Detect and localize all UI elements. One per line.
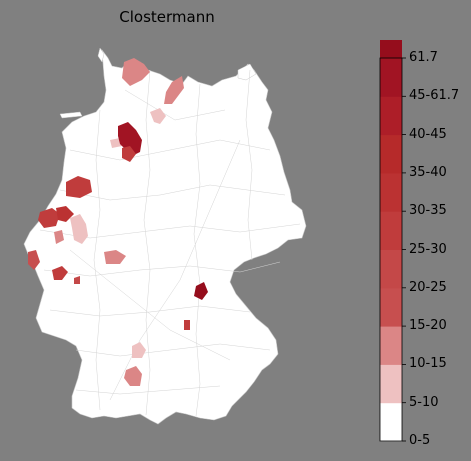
district-south-1 <box>132 342 146 358</box>
island-north <box>97 47 105 63</box>
district-central <box>104 250 126 264</box>
colorbar-tick-label: 15-20 <box>409 318 447 334</box>
colorbar-bin-40-45 <box>380 96 402 136</box>
district-west-2 <box>38 208 60 228</box>
colorbar-ticks <box>402 57 406 442</box>
colorbar-bin-30-35 <box>380 172 402 212</box>
colorbar-bin-35-40 <box>380 134 402 174</box>
district-small-north <box>110 138 122 148</box>
colorbar-tick-label: 10-15 <box>409 356 447 372</box>
colorbar <box>379 40 406 442</box>
shaded-districts <box>28 58 208 386</box>
island-frisian <box>59 111 83 119</box>
district-west-4 <box>70 214 88 244</box>
colorbar-bin-15-20 <box>380 287 402 327</box>
district-north-coast <box>122 58 150 86</box>
colorbar-bin-10-15 <box>380 326 402 365</box>
colorbar-bin-20-25 <box>380 249 402 289</box>
district-south-2 <box>124 366 142 386</box>
colorbar-tick-label: 40-45 <box>409 126 447 142</box>
district-west-7 <box>52 266 68 280</box>
district-west-5 <box>54 230 64 244</box>
colorbar-tick-label: 0-5 <box>409 433 431 448</box>
colorbar-tick-label: 61.7 <box>409 50 438 65</box>
district-west-6 <box>28 250 40 270</box>
germany-map <box>23 47 307 425</box>
colorbar-bin-0-5 <box>380 402 402 442</box>
colorbar-bin-61.7 <box>380 40 402 59</box>
district-west-3 <box>56 206 74 222</box>
germany-outline <box>23 48 307 425</box>
colorbar-tick-label: 20-25 <box>409 279 447 295</box>
colorbar-bin-25-30 <box>380 211 402 250</box>
district-east <box>194 282 208 300</box>
district-west-1 <box>66 176 92 198</box>
colorbar-bins <box>380 40 402 442</box>
colorbar-bin-5-10 <box>380 364 402 404</box>
colorbar-tick-label: 5-10 <box>409 394 439 410</box>
colorbar-tick-label: 30-35 <box>409 203 447 219</box>
colorbar-tick-label: 45-61.7 <box>409 88 460 104</box>
district-south-small <box>184 320 190 330</box>
district-west-8 <box>74 276 80 284</box>
district-northeast <box>164 76 184 104</box>
map-title: Clostermann <box>119 8 215 26</box>
district-hamburg-south <box>122 146 136 162</box>
island-east <box>237 63 257 81</box>
colorbar-tick-label: 35-40 <box>409 164 447 180</box>
district-borders <box>39 69 301 417</box>
district-light-north <box>150 108 166 124</box>
colorbar-bin-45-61.7 <box>380 58 402 97</box>
colorbar-tick-label: 25-30 <box>409 241 447 257</box>
